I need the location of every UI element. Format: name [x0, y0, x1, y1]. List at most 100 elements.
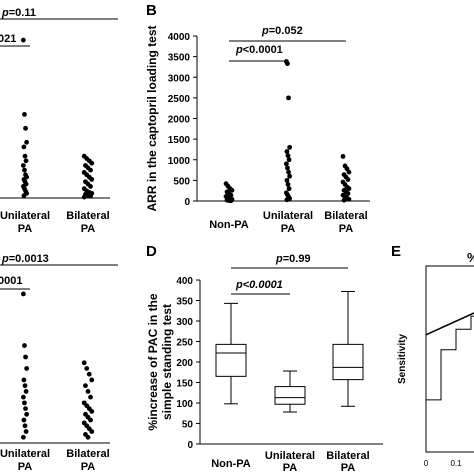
data-point: [20, 37, 26, 43]
data-point: [285, 61, 290, 67]
x-tick-label: Non-PA: [209, 219, 249, 231]
data-point: [22, 153, 28, 159]
panel-b: B 0 500 1000 1500 2000 2500 3000 3500 4000 ARR in …: [145, 2, 370, 235]
x-tick-label: Unilateral: [0, 448, 50, 460]
x-tick-label: PA: [18, 461, 33, 473]
data-point: [23, 389, 29, 394]
x-tick-label: PA: [81, 461, 96, 473]
y-tick-label: 3500: [168, 53, 191, 64]
y-tick-label: 2000: [168, 115, 191, 126]
data-point: [22, 423, 28, 429]
panel-d: D 0 50 100 150 200 250 300 350 400 %increase of PA…: [146, 243, 383, 474]
fit-line: [425, 312, 474, 336]
data-point: [22, 343, 27, 348]
data-point: [22, 400, 27, 406]
bracket-label: p<0.0001: [235, 44, 283, 56]
box: [274, 386, 306, 405]
data-point: [286, 169, 291, 175]
data-point: [229, 187, 235, 193]
x-tick-label: Unilateral: [265, 450, 315, 462]
data-point: [88, 417, 93, 423]
panel-letter: D: [146, 243, 157, 260]
data-point: [286, 157, 292, 163]
data-point: [20, 434, 26, 440]
data-point: [284, 197, 290, 203]
x-tick-label: Non-PA: [211, 458, 251, 470]
y-tick-label: 200: [176, 358, 193, 369]
data-point: [88, 193, 93, 199]
data-point: [83, 383, 88, 389]
data-point: [340, 154, 346, 159]
y-tick-label: 4000: [168, 32, 191, 43]
bracket-label-inner: 021: [0, 33, 16, 45]
data-point: [341, 197, 347, 203]
plot-frame: [425, 265, 474, 453]
data-point: [23, 354, 28, 360]
x-tick-label: 0.1: [450, 459, 462, 468]
y-tick-label: 0: [187, 440, 193, 451]
data-point: [20, 394, 26, 400]
data-point: [23, 429, 29, 434]
data-point: [21, 144, 27, 150]
data-point: [22, 167, 27, 173]
bracket-label-inner: 0001: [0, 275, 22, 287]
data-point: [89, 409, 95, 414]
x-tick-label: PA: [283, 462, 298, 474]
bracket-label: p=0.052: [261, 25, 303, 37]
x-tick-label: Bilateral: [326, 450, 369, 462]
x-tick-label: PA: [81, 223, 96, 235]
box: [332, 343, 364, 381]
y-tick-label: 100: [176, 399, 193, 410]
data-point: [88, 183, 93, 189]
data-point: [345, 177, 351, 182]
x-tick-label: PA: [18, 223, 33, 235]
panel-letter: E: [391, 243, 401, 260]
data-point: [286, 95, 291, 101]
box: [215, 343, 247, 377]
data-point: [89, 377, 95, 383]
data-point: [24, 411, 30, 417]
y-tick-label: 1500: [168, 135, 191, 146]
y-tick-label: 3000: [168, 73, 191, 84]
x-tick-label: Bilateral: [324, 210, 367, 222]
data-point: [24, 366, 30, 371]
data-point: [21, 417, 27, 423]
data-point: [285, 153, 291, 159]
data-point: [286, 186, 292, 192]
data-point: [84, 366, 90, 371]
data-point: [88, 394, 93, 400]
x-tick-label: 0: [424, 459, 429, 468]
data-point: [346, 169, 352, 175]
data-point: [81, 194, 87, 200]
data-point: [23, 125, 28, 131]
bracket-label-top: p=0.0013: [1, 253, 49, 265]
data-point: [22, 383, 28, 389]
data-point: [23, 158, 29, 164]
data-point: [24, 139, 30, 145]
bracket-label-top: p=0.11: [1, 7, 36, 19]
roc-curve: [426, 315, 474, 401]
data-point: [89, 160, 95, 166]
data-point: [23, 406, 28, 412]
x-tick-label: PA: [341, 462, 356, 474]
data-point: [283, 161, 289, 167]
title-fragment: %: [467, 250, 474, 265]
x-tick-label: Unilateral: [263, 210, 313, 222]
data-point: [21, 193, 27, 199]
data-point: [85, 434, 91, 440]
data-point: [81, 360, 87, 366]
panel-letter: B: [146, 2, 157, 19]
y-axis-label: simple standing test: [160, 304, 174, 420]
y-axis-label: %increase of PAC in the: [146, 293, 160, 430]
data-point: [86, 371, 92, 377]
y-tick-label: 0: [184, 197, 190, 208]
data-point: [285, 165, 290, 171]
data-point: [287, 173, 293, 179]
x-tick-label: Bilateral: [66, 210, 109, 222]
x-tick-label: PA: [339, 223, 354, 235]
data-point: [89, 429, 95, 434]
y-tick-label: 500: [173, 176, 190, 187]
data-point: [89, 177, 95, 182]
